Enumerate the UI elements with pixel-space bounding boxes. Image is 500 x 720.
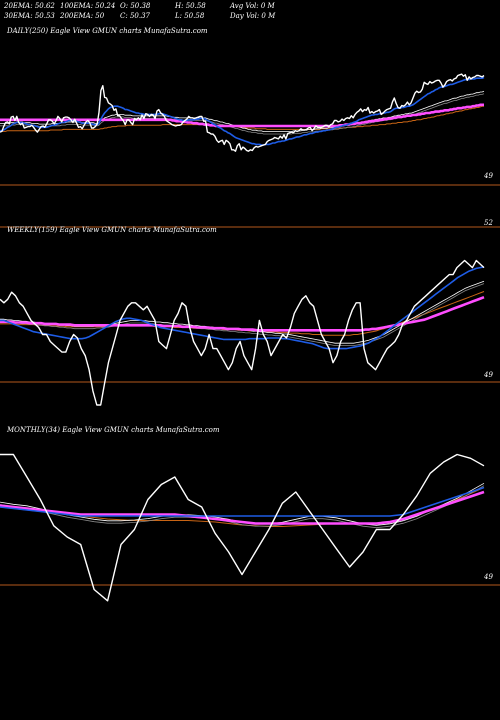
series-ema_fast [0,486,485,517]
monthly-chart-title: MONTHLY(34) Eagle View GMUN charts Munaf… [7,426,220,434]
stat-r0-c4: Avg Vol: 0 M [230,2,275,10]
weekly-chart: 49 [0,259,500,406]
series-ema_long [0,295,485,332]
series-ema_fast [0,266,485,350]
series-price [0,73,485,152]
stat-r1-c4: Day Vol: 0 M [230,12,276,20]
series-ema_slow [0,105,484,132]
daily-chart-title: DAILY(250) Eagle View GMUN charts Munafa… [7,27,208,35]
daily-chart: 49 52 [0,73,500,228]
stat-r0-c2: O: 50.38 [120,2,151,10]
stat-r1-c2: C: 50.37 [120,12,150,20]
series-ema_long [0,103,484,128]
series-ema_fast [0,76,485,146]
stat-r0-c1: 100EMA: 50.24 [60,2,116,10]
series-ema_mid [0,283,485,347]
series-price [0,453,485,602]
weekly-chart-title: WEEKLY(159) Eagle View GMUN charts Munaf… [7,226,217,234]
series-price [0,259,485,406]
stat-r0-c0: 20EMA: 50.62 [4,2,55,10]
monthly-chart: 49 [0,453,500,602]
level-label: 49 [483,172,493,180]
stat-r1-c0: 30EMA: 50.53 [4,12,55,20]
stat-r0-c3: H: 50.58 [175,2,206,10]
series-ema_long [0,490,485,525]
series-ema_mid [0,485,485,529]
level-label: 49 [483,573,493,581]
level-label: 49 [483,371,493,379]
stat-r1-c3: L: 50.58 [175,12,205,20]
stat-r1-c1: 200EMA: 50 [60,12,105,20]
level-label: 52 [484,219,493,227]
